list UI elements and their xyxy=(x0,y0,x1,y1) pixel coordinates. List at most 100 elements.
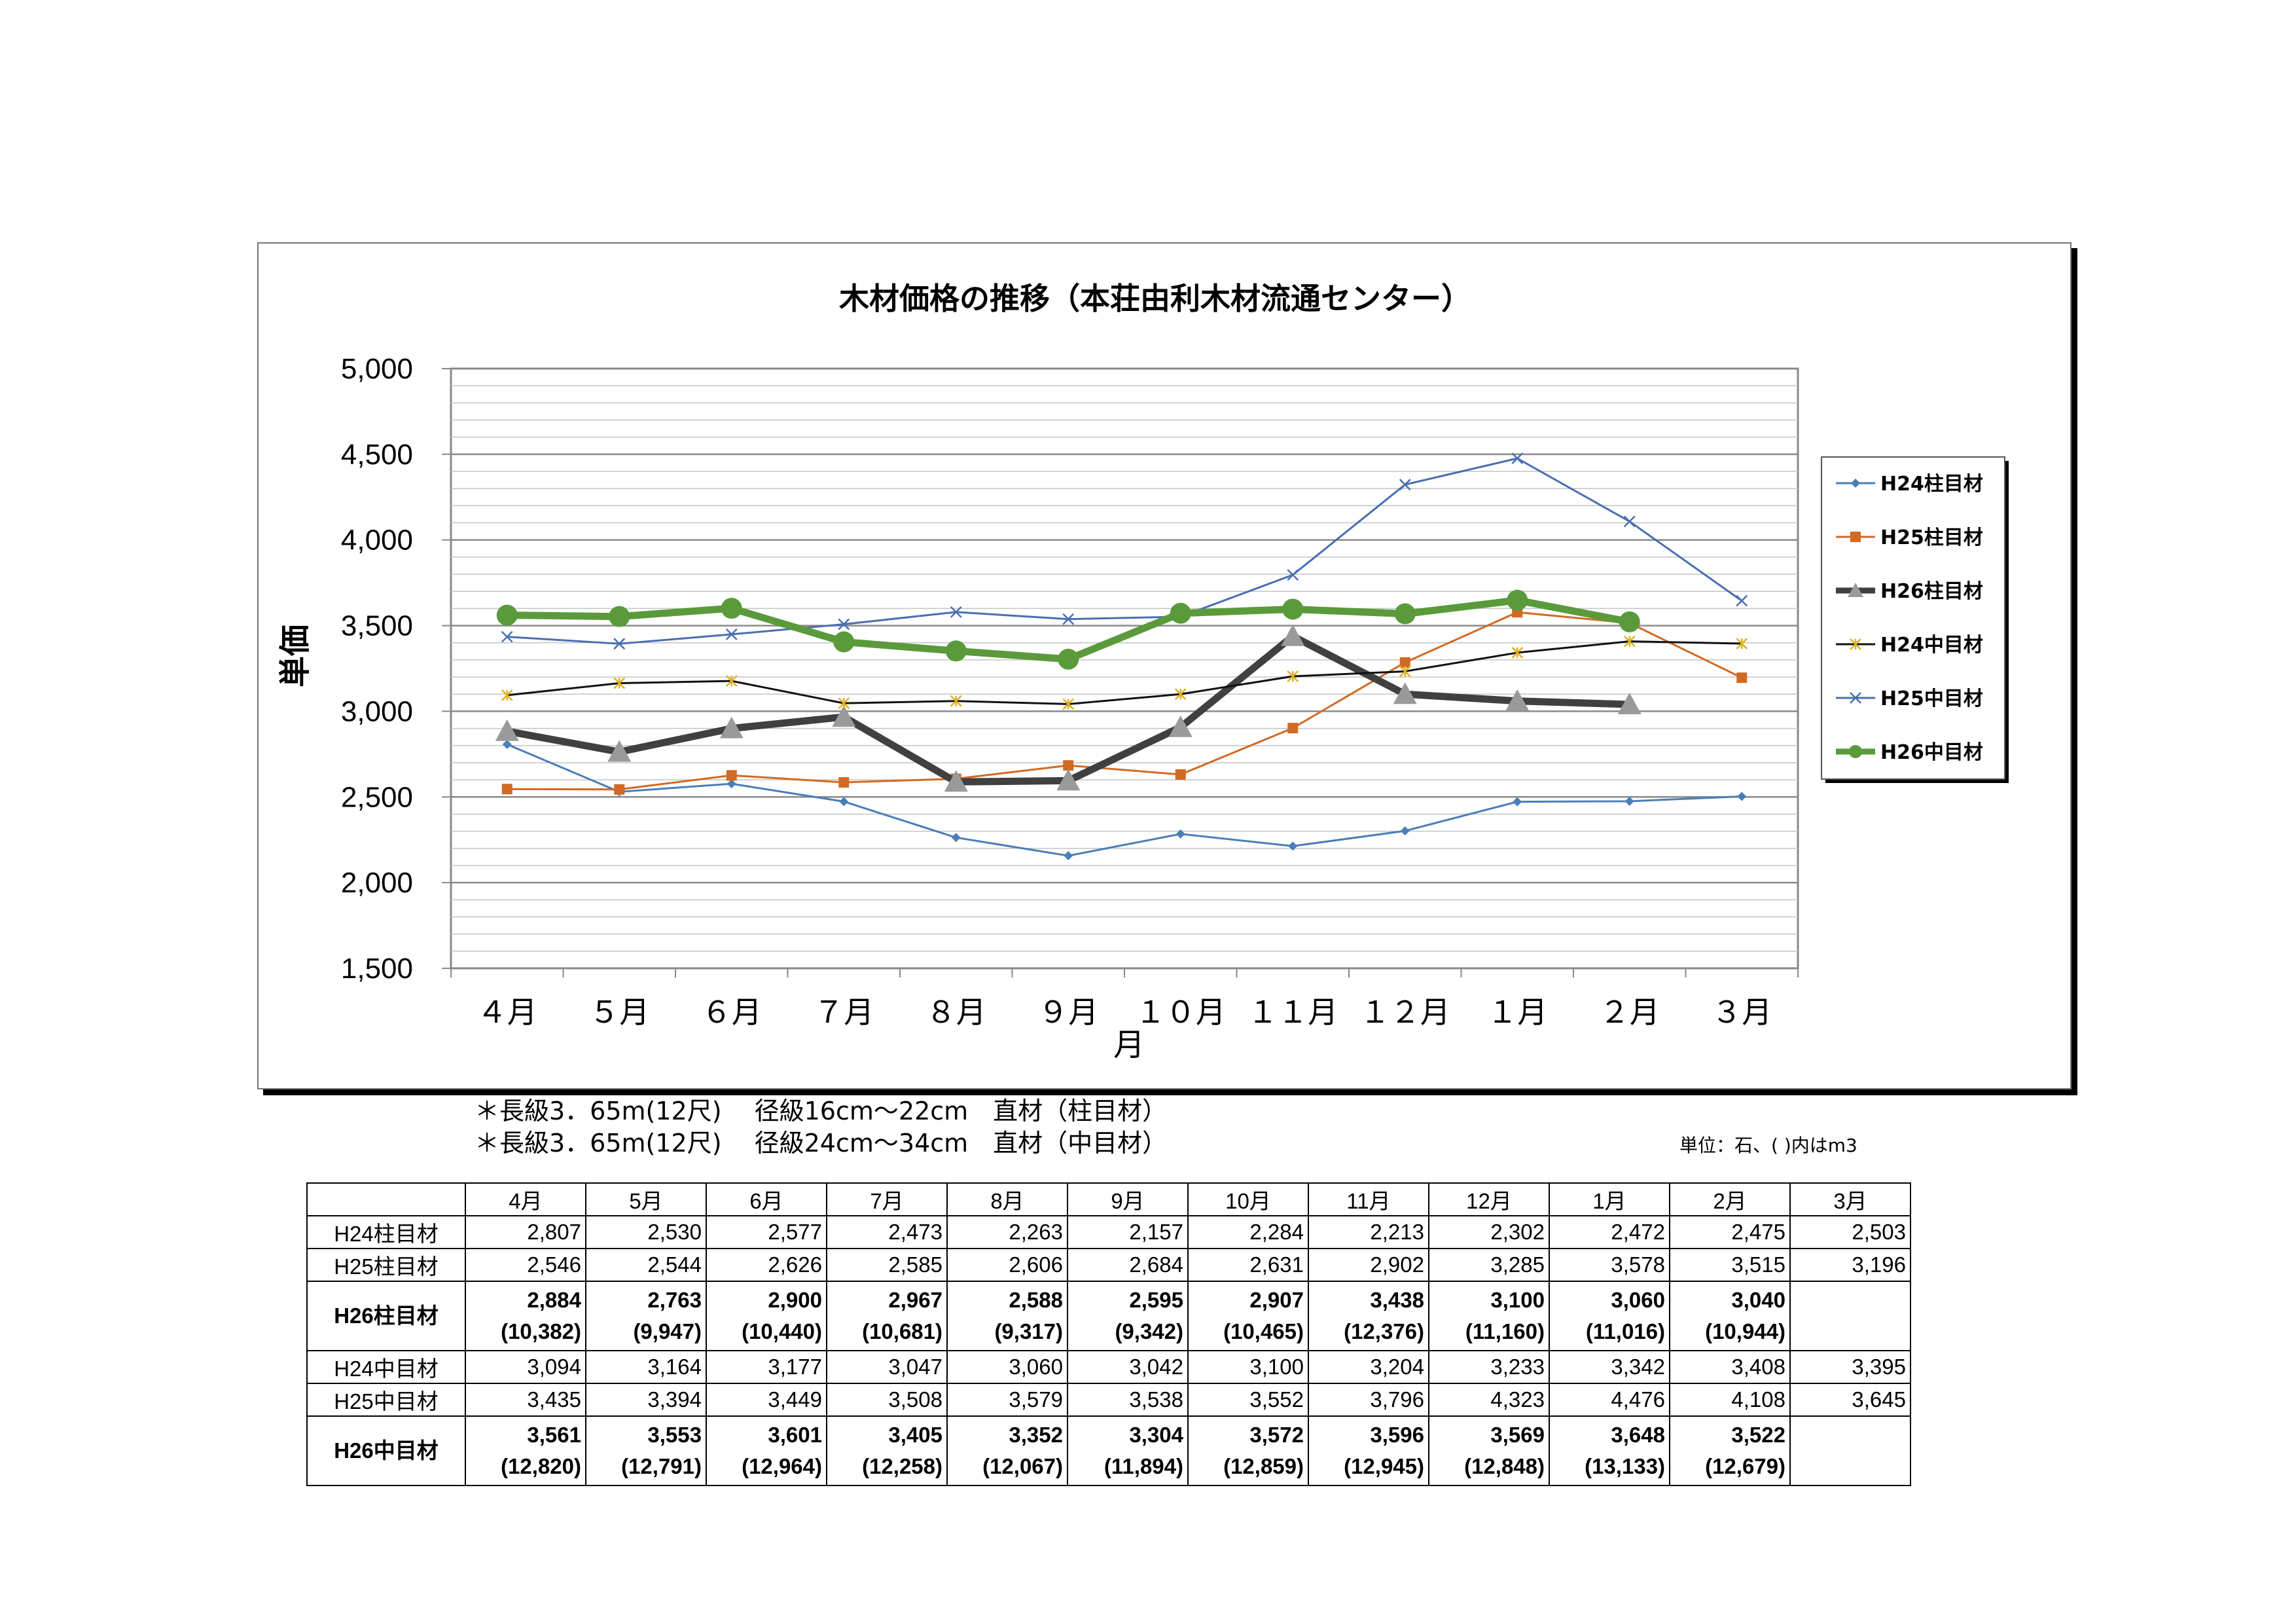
table-cell: 2,544 xyxy=(585,1248,707,1282)
cell-volume: (9,317) xyxy=(994,1319,1063,1343)
data-point xyxy=(1849,745,1862,758)
table-header: 7月 xyxy=(826,1182,948,1216)
data-point xyxy=(1507,589,1528,611)
cell-volume: (12,376) xyxy=(1344,1319,1424,1343)
table-cell: 3,601 (12,964) xyxy=(706,1415,827,1486)
data-point xyxy=(1619,611,1640,632)
table-cell: 3,060 xyxy=(946,1350,1068,1384)
cell-value: 3,352 xyxy=(1009,1423,1063,1447)
note-line-2: ＊長級3．65m(12尺) 径級24cm～34cm 直材（中目材） xyxy=(475,1129,1168,1158)
cell-value: 2,900 xyxy=(768,1288,822,1312)
data-point xyxy=(838,777,850,788)
data-point xyxy=(944,770,968,792)
data-point xyxy=(1623,635,1636,647)
cell-volume: (9,947) xyxy=(633,1319,702,1343)
cell-volume: (12,791) xyxy=(621,1454,702,1478)
legend-item: H26中目材 xyxy=(1836,741,1983,764)
x-tick-label: １２月 xyxy=(1360,994,1450,1030)
data-point xyxy=(1737,792,1747,801)
table-header: 2月 xyxy=(1669,1182,1791,1216)
cell-value: 2,763 xyxy=(647,1288,702,1312)
table-cell: 2,902 xyxy=(1308,1248,1429,1282)
legend-item: H25柱目材 xyxy=(1836,526,1983,549)
cell-volume: (13,133) xyxy=(1585,1454,1665,1478)
line-chart: 木材価格の推移（本荘由利木材流通センター） 1,500 2,000 2,500 3,0… xyxy=(277,281,2009,1063)
data-point xyxy=(725,629,738,640)
table-cell: 3,508 xyxy=(826,1383,948,1417)
data-point xyxy=(1399,479,1411,491)
data-point xyxy=(1064,851,1073,861)
legend-item: H26柱目材 xyxy=(1836,580,1983,603)
data-point xyxy=(1399,657,1410,668)
cell-value: 3,601 xyxy=(768,1423,822,1447)
data-point xyxy=(1168,715,1193,737)
table-cell: 3,569 (12,848) xyxy=(1428,1415,1550,1486)
table-row: H26柱目材 2,884 (10,382) 2,763 (9,947) 2,900 (10,… xyxy=(306,1281,1911,1351)
legend-item: H25中目材 xyxy=(1836,687,1983,710)
data-point xyxy=(832,705,856,727)
y-tick-label: 4,000 xyxy=(341,524,413,556)
legend-box xyxy=(1821,456,2005,780)
legend-item: H24中目材 xyxy=(1836,634,1983,657)
cell-value: 3,438 xyxy=(1370,1288,1424,1312)
table-cell: 3,196 xyxy=(1789,1248,1911,1282)
x-tick-label: ７月 xyxy=(814,994,874,1030)
data-point xyxy=(1736,672,1748,684)
cell-volume: (10,465) xyxy=(1223,1319,1304,1343)
table-cell: 3,304 (11,894) xyxy=(1067,1415,1189,1486)
table-cell: 2,503 xyxy=(1789,1215,1911,1249)
cell-volume: (10,382) xyxy=(501,1319,581,1343)
table-cell: 3,645 xyxy=(1789,1383,1911,1417)
table-cell: 3,047 xyxy=(826,1350,948,1384)
price-table: 4月 5月 6月 7月 8月 9月 10月 11月 12月 1月 2月 3月 H… xyxy=(306,1182,1911,1486)
x-tick-label: ２月 xyxy=(1600,994,1660,1030)
table-cell: 2,546 xyxy=(465,1248,586,1282)
table-cell: 2,588 (9,317) xyxy=(946,1281,1068,1351)
unit-note: 単位：石、( )内はm3 xyxy=(1679,1135,1857,1156)
table-header: 5月 xyxy=(585,1182,707,1216)
table-header: 8月 xyxy=(946,1182,1068,1216)
table-cell: 3,553 (12,791) xyxy=(585,1415,707,1486)
data-point xyxy=(1170,602,1191,624)
table-cell: 2,284 xyxy=(1187,1215,1309,1249)
table-cell: 3,596 (12,945) xyxy=(1308,1415,1429,1486)
data-point xyxy=(1513,797,1522,807)
cell-volume: (9,342) xyxy=(1115,1319,1183,1343)
data-point xyxy=(1175,769,1186,780)
table-cell: 3,395 xyxy=(1789,1350,1911,1384)
data-point xyxy=(838,618,850,630)
cell-value: 3,040 xyxy=(1731,1288,1785,1312)
data-point xyxy=(1736,638,1748,649)
series-line xyxy=(507,611,1742,791)
legend-label: H25柱目材 xyxy=(1880,526,1983,549)
plot-background xyxy=(450,367,1799,970)
x-tick-label: ５月 xyxy=(589,994,649,1030)
cell-volume: (12,679) xyxy=(1705,1454,1785,1478)
x-tick-label: １１月 xyxy=(1247,994,1338,1030)
table-header: 10月 xyxy=(1187,1182,1309,1216)
x-axis-label: 月 xyxy=(1113,1027,1145,1063)
data-point xyxy=(613,677,626,689)
data-point xyxy=(1063,760,1074,771)
table-cell: 2,907 (10,465) xyxy=(1187,1281,1309,1351)
data-point xyxy=(725,675,738,687)
legend: H24柱目材 H25柱目材 H26柱目材 H24中目材 H25中目材 H26中目材 xyxy=(1821,456,2009,783)
cell-value: 2,595 xyxy=(1129,1288,1183,1312)
cell-value: 2,884 xyxy=(527,1288,581,1312)
table-cell: 2,807 xyxy=(465,1215,586,1249)
cell-value: 3,522 xyxy=(1731,1423,1785,1447)
row-label: H24柱目材 xyxy=(306,1215,466,1249)
table-body: H24柱目材 2,807 2,530 2,577 2,473 2,263 2,157 2,28… xyxy=(306,1215,1911,1486)
legend-label: H25中目材 xyxy=(1880,687,1983,710)
table-cell: 2,213 xyxy=(1308,1215,1429,1249)
table-cell: 3,040 (10,944) xyxy=(1669,1281,1791,1351)
data-point xyxy=(950,606,962,618)
table-cell: 3,177 xyxy=(706,1350,827,1384)
series-6 xyxy=(496,589,1640,670)
table-header: 12月 xyxy=(1428,1182,1550,1216)
table-header: 3月 xyxy=(1789,1182,1911,1216)
table-cell: 2,263 xyxy=(946,1215,1068,1249)
cell-volume: (11,160) xyxy=(1465,1319,1545,1343)
cell-value: 3,648 xyxy=(1611,1423,1665,1447)
table-cell: 3,796 xyxy=(1308,1383,1429,1417)
